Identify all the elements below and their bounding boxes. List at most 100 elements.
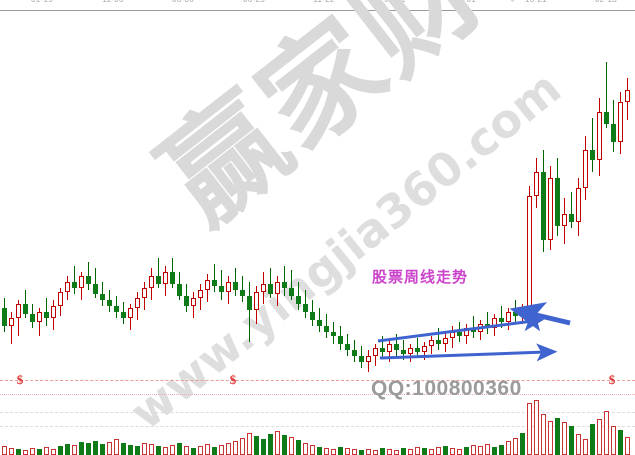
volume-bar — [457, 449, 462, 455]
candle-body — [247, 296, 252, 310]
candle-body — [303, 304, 308, 312]
candle-body — [548, 178, 553, 240]
volume-bar — [359, 450, 364, 455]
candle-body — [226, 282, 231, 292]
volume-bar — [352, 449, 357, 455]
volume-bar — [296, 440, 301, 455]
candlestick — [282, 11, 287, 395]
candle-body — [366, 356, 371, 362]
date-axis-label: 06-06 — [172, 0, 194, 4]
price-gridline — [0, 380, 635, 381]
candle-body — [114, 306, 119, 312]
candlestick — [44, 11, 49, 395]
candle-body — [219, 286, 224, 292]
candlestick — [37, 11, 42, 395]
candle-wick — [291, 270, 292, 300]
candlestick — [499, 11, 504, 395]
volume-bar — [184, 446, 189, 455]
candle-body — [499, 318, 504, 322]
candlestick — [534, 11, 539, 395]
candle-body — [2, 308, 7, 326]
candle-wick — [515, 300, 516, 322]
candle-body — [576, 188, 581, 222]
volume-bar — [548, 421, 553, 455]
candle-body — [254, 292, 259, 310]
candlestick — [408, 11, 413, 395]
candle-body — [569, 214, 574, 222]
candlestick — [450, 11, 455, 395]
candle-body — [93, 284, 98, 294]
candlestick — [191, 11, 196, 395]
candlestick — [184, 11, 189, 395]
volume-bar — [625, 437, 630, 455]
candle-body — [590, 150, 595, 160]
volume-bar — [219, 445, 224, 455]
candle-body — [16, 304, 21, 318]
candle-wick — [571, 192, 572, 228]
candlestick — [310, 11, 315, 395]
candle-body — [170, 272, 175, 284]
candlestick — [121, 11, 126, 395]
candle-body — [387, 344, 392, 352]
candlestick — [604, 11, 609, 395]
candlestick — [23, 11, 28, 395]
candlestick — [114, 11, 119, 395]
candlestick — [541, 11, 546, 395]
candle-wick — [501, 306, 502, 328]
candlestick — [16, 11, 21, 395]
volume-bar — [233, 441, 238, 455]
volume-bar — [177, 443, 182, 455]
candlestick — [562, 11, 567, 395]
candle-body — [163, 272, 168, 284]
chart-label-annotation: 股票周线走势 — [372, 268, 469, 286]
candle-body — [520, 308, 525, 316]
candle-body — [135, 298, 140, 308]
volume-histogram-pane[interactable] — [0, 396, 635, 455]
volume-bar — [100, 444, 105, 455]
volume-bar — [261, 439, 266, 455]
candle-body — [625, 90, 630, 102]
price-candlestick-pane[interactable]: $ $ $ — [0, 11, 635, 395]
candle-body — [513, 312, 518, 316]
volume-bar — [205, 444, 210, 455]
candlestick — [156, 11, 161, 395]
volume-gridline — [0, 412, 635, 413]
candlestick — [569, 11, 574, 395]
candle-body — [9, 318, 14, 326]
volume-bar — [415, 447, 420, 455]
volume-bar — [436, 447, 441, 455]
candlestick — [436, 11, 441, 395]
volume-bar — [345, 448, 350, 455]
volume-bar — [198, 446, 203, 455]
candlestick — [79, 11, 84, 395]
volume-bar — [191, 448, 196, 455]
candle-body — [478, 324, 483, 332]
date-axis-label: 01-01 — [454, 0, 476, 4]
candlestick — [233, 11, 238, 395]
candle-body — [450, 332, 455, 338]
candle-body — [86, 276, 91, 284]
volume-bar — [331, 449, 336, 455]
candle-body — [618, 102, 623, 142]
candle-body — [51, 306, 56, 318]
volume-bar — [583, 439, 588, 455]
candle-body — [394, 344, 399, 350]
candle-body — [331, 332, 336, 336]
volume-bar — [128, 445, 133, 455]
volume-bar — [387, 449, 392, 455]
volume-bar — [121, 443, 126, 455]
candlestick — [107, 11, 112, 395]
candlestick — [100, 11, 105, 395]
date-axis-label: 06-11 — [384, 0, 405, 4]
candle-body — [310, 312, 315, 320]
candle-body — [268, 284, 273, 294]
candle-body — [289, 288, 294, 296]
volume-bar — [107, 442, 112, 455]
candle-body — [142, 288, 147, 298]
dollar-marker-icon: $ — [608, 372, 616, 387]
candlestick — [219, 11, 224, 395]
candle-body — [275, 282, 280, 294]
volume-bar — [366, 449, 371, 455]
candle-body — [541, 172, 546, 240]
candlestick — [555, 11, 560, 395]
